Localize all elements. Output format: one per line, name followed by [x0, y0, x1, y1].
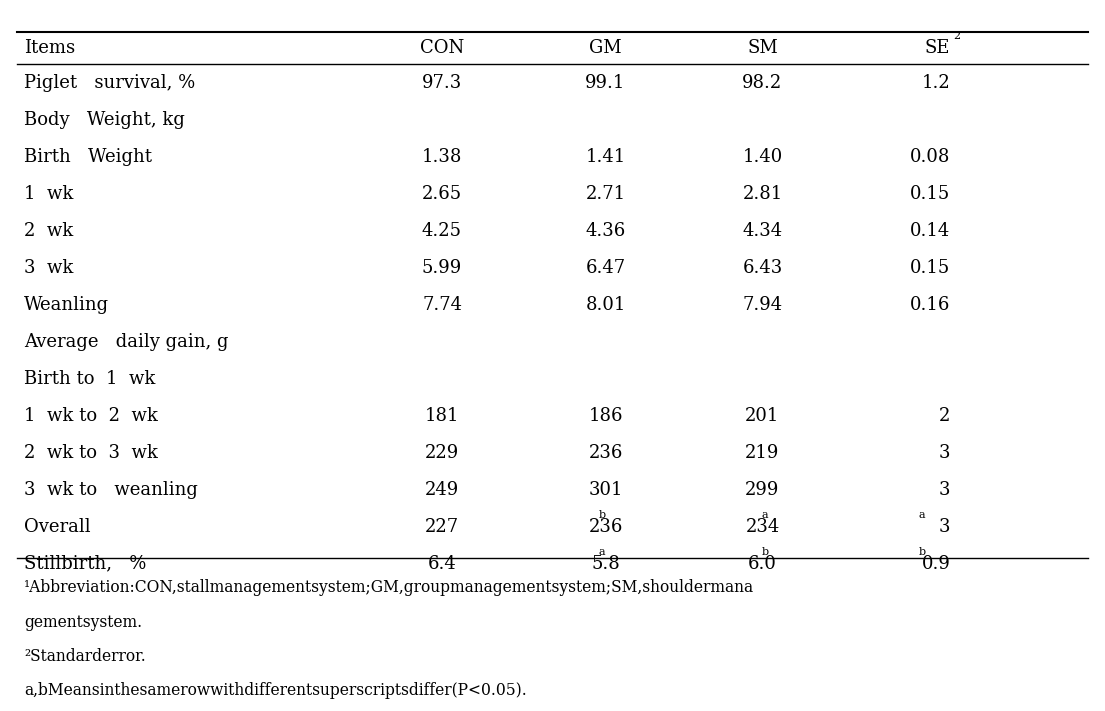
Text: 234: 234	[746, 518, 779, 536]
Text: 301: 301	[588, 481, 623, 499]
Text: 99.1: 99.1	[586, 74, 625, 92]
Text: b: b	[919, 547, 926, 557]
Text: 3  wk to   weanling: 3 wk to weanling	[24, 481, 198, 499]
Text: 6.47: 6.47	[586, 259, 625, 277]
Text: 6.0: 6.0	[748, 555, 777, 573]
Text: ¹Abbreviation:CON,stallmanagementsystem;GM,groupmanagementsystem;SM,shouldermana: ¹Abbreviation:CON,stallmanagementsystem;…	[24, 579, 755, 597]
Text: 2.81: 2.81	[743, 185, 782, 203]
Text: 0.15: 0.15	[911, 185, 950, 203]
Text: 181: 181	[424, 407, 460, 425]
Text: 1  wk: 1 wk	[24, 185, 74, 203]
Text: 5.99: 5.99	[422, 259, 462, 277]
Text: Birth to  1  wk: Birth to 1 wk	[24, 370, 156, 388]
Text: 229: 229	[425, 444, 459, 462]
Text: Overall: Overall	[24, 518, 91, 536]
Text: a,bMeansinthesamerowwithdifferentsuperscriptsdiffer(P<0.05).: a,bMeansinthesamerowwithdifferentsupersc…	[24, 682, 527, 699]
Text: 0.9: 0.9	[922, 555, 950, 573]
Text: 7.94: 7.94	[743, 296, 782, 314]
Text: 2  wk to  3  wk: 2 wk to 3 wk	[24, 444, 158, 462]
Text: ²Standarderror.: ²Standarderror.	[24, 648, 146, 665]
Text: 299: 299	[745, 481, 780, 499]
Text: 4.36: 4.36	[586, 222, 625, 240]
Text: 219: 219	[745, 444, 780, 462]
Text: 1.41: 1.41	[586, 148, 625, 166]
Text: 1  wk to  2  wk: 1 wk to 2 wk	[24, 407, 158, 425]
Text: 227: 227	[425, 518, 459, 536]
Text: Items: Items	[24, 38, 75, 57]
Text: CON: CON	[420, 38, 464, 57]
Text: 201: 201	[745, 407, 780, 425]
Text: 1.38: 1.38	[422, 148, 462, 166]
Text: Weanling: Weanling	[24, 296, 109, 314]
Text: SE: SE	[925, 38, 950, 57]
Text: SM: SM	[747, 38, 778, 57]
Text: 186: 186	[588, 407, 623, 425]
Text: 5.8: 5.8	[591, 555, 620, 573]
Text: Birth   Weight: Birth Weight	[24, 148, 152, 166]
Text: a: a	[919, 510, 925, 520]
Text: Body   Weight, kg: Body Weight, kg	[24, 111, 186, 129]
Text: b: b	[762, 547, 769, 557]
Text: 1.40: 1.40	[743, 148, 782, 166]
Text: 2.71: 2.71	[586, 185, 625, 203]
Text: a: a	[599, 547, 604, 557]
Text: 2  wk: 2 wk	[24, 222, 74, 240]
Text: 8.01: 8.01	[586, 296, 625, 314]
Text: 2.65: 2.65	[422, 185, 462, 203]
Text: 3  wk: 3 wk	[24, 259, 74, 277]
Text: 249: 249	[425, 481, 459, 499]
Text: a: a	[762, 510, 768, 520]
Text: 236: 236	[588, 444, 623, 462]
Text: 0.08: 0.08	[909, 148, 950, 166]
Text: 2: 2	[954, 31, 960, 41]
Text: 0.15: 0.15	[911, 259, 950, 277]
Text: 6.43: 6.43	[743, 259, 782, 277]
Text: 3: 3	[939, 481, 950, 499]
Text: 1.2: 1.2	[922, 74, 950, 92]
Text: 97.3: 97.3	[422, 74, 462, 92]
Text: Average   daily gain, g: Average daily gain, g	[24, 333, 229, 351]
Text: 4.34: 4.34	[743, 222, 782, 240]
Text: 7.74: 7.74	[422, 296, 462, 314]
Text: 3: 3	[939, 518, 950, 536]
Text: 2: 2	[939, 407, 950, 425]
Text: GM: GM	[589, 38, 622, 57]
Text: b: b	[599, 510, 606, 520]
Text: gementsystem.: gementsystem.	[24, 614, 143, 631]
Text: 0.16: 0.16	[909, 296, 950, 314]
Text: Piglet   survival, %: Piglet survival, %	[24, 74, 196, 92]
Text: Stillbirth,   %: Stillbirth, %	[24, 555, 147, 573]
Text: 98.2: 98.2	[743, 74, 782, 92]
Text: 3: 3	[939, 444, 950, 462]
Text: 0.14: 0.14	[911, 222, 950, 240]
Text: 6.4: 6.4	[428, 555, 456, 573]
Text: 236: 236	[588, 518, 623, 536]
Text: 4.25: 4.25	[422, 222, 462, 240]
